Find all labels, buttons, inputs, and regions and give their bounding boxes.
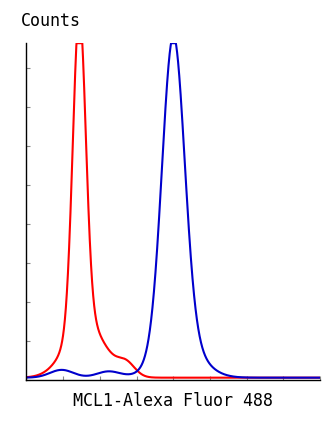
X-axis label: MCL1-Alexa Fluor 488: MCL1-Alexa Fluor 488	[73, 392, 273, 410]
Text: Counts: Counts	[20, 12, 81, 30]
